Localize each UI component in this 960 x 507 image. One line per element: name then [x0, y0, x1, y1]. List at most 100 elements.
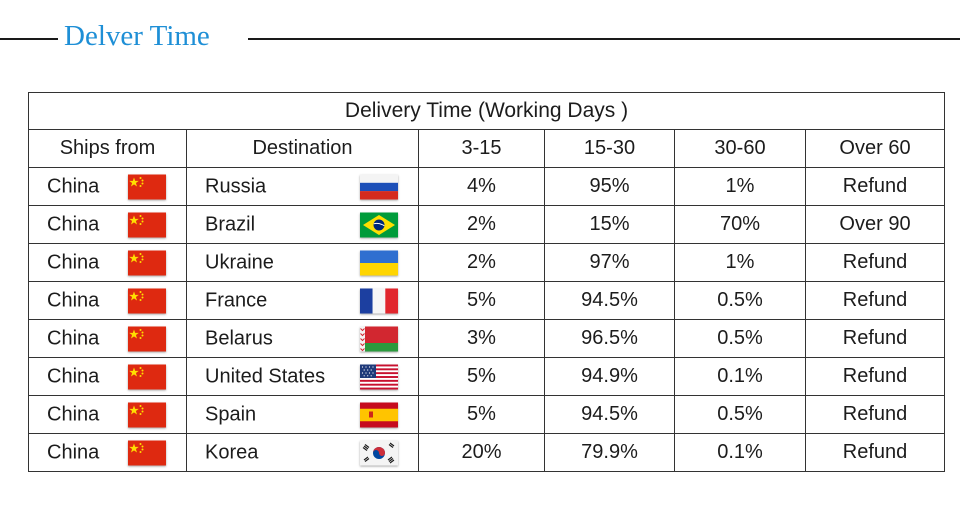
column-header-30-60: 30-60 — [674, 129, 806, 168]
ships-from-cell: China — [28, 433, 187, 472]
china-flag-icon — [128, 440, 166, 465]
pct-3-15-cell: 5% — [418, 395, 545, 434]
pct-30-60-cell: 0.5% — [674, 395, 806, 434]
france-flag-icon — [360, 288, 398, 313]
destination-cell: Korea — [186, 433, 419, 472]
ships-from-cell: China — [28, 357, 187, 396]
ships-from-cell: China — [28, 243, 187, 282]
russia-flag-icon — [360, 174, 398, 199]
pct-3-15-cell: 5% — [418, 357, 545, 396]
destination-cell: Spain — [186, 395, 419, 434]
pct-15-30-cell: 95% — [544, 167, 675, 206]
destination-label: United States — [205, 365, 326, 387]
destination-label: Ukraine — [205, 251, 274, 273]
column-header-ships-from: Ships from — [28, 129, 187, 168]
pct-15-30-cell: 94.5% — [544, 281, 675, 320]
ships-from-label: China — [47, 213, 100, 235]
pct-15-30-cell: 15% — [544, 205, 675, 244]
pct-30-60-cell: 1% — [674, 167, 806, 206]
over-60-cell: Refund — [804, 319, 946, 358]
over-60-cell: Refund — [804, 281, 946, 320]
ships-from-label: China — [47, 441, 100, 463]
over-60-cell: Over 90 — [804, 205, 946, 244]
pct-3-15-cell: 3% — [418, 319, 545, 358]
column-header-over-60: Over 60 — [804, 129, 946, 168]
pct-15-30-cell: 94.5% — [544, 395, 675, 434]
table-caption: Delivery Time (Working Days ) — [27, 92, 946, 130]
destination-label: Russia — [205, 175, 267, 197]
table-header-row: Ships from Destination 3-15 15-30 30-60 … — [28, 129, 946, 168]
ukraine-flag-icon — [360, 250, 398, 275]
destination-cell: Brazil — [186, 205, 419, 244]
destination-label: Belarus — [205, 327, 273, 349]
table-row: China Korea 20% 79.9% 0.1% Refund — [28, 433, 946, 472]
ships-from-label: China — [47, 365, 100, 387]
spain-flag-icon — [360, 402, 398, 427]
pct-3-15-cell: 4% — [418, 167, 545, 206]
destination-label: Brazil — [205, 213, 256, 235]
china-flag-icon — [128, 174, 166, 199]
ships-from-label: China — [47, 327, 100, 349]
column-header-destination: Destination — [186, 129, 419, 168]
pct-3-15-cell: 2% — [418, 205, 545, 244]
pct-15-30-cell: 94.9% — [544, 357, 675, 396]
table-row: China Spain 5% 94.5% 0.5% Refund — [28, 395, 946, 434]
destination-cell: Belarus — [186, 319, 419, 358]
over-60-cell: Refund — [804, 433, 946, 472]
table-row: China Brazil 2% 15% 70% Over 90 — [28, 205, 946, 244]
over-60-cell: Refund — [804, 395, 946, 434]
ships-from-label: China — [47, 251, 100, 273]
pct-30-60-cell: 0.1% — [674, 433, 806, 472]
brazil-flag-icon — [360, 212, 398, 237]
ships-from-cell: China — [28, 395, 187, 434]
pct-30-60-cell: 70% — [674, 205, 806, 244]
destination-cell: France — [186, 281, 419, 320]
header-rule-left — [0, 38, 58, 40]
over-60-cell: Refund — [804, 243, 946, 282]
pct-3-15-cell: 5% — [418, 281, 545, 320]
pct-30-60-cell: 1% — [674, 243, 806, 282]
korea-flag-icon — [360, 440, 398, 465]
column-header-15-30: 15-30 — [544, 129, 675, 168]
ships-from-cell: China — [28, 167, 187, 206]
table-row: China Ukraine 2% 97% 1% Refund — [28, 243, 946, 282]
destination-cell: Russia — [186, 167, 419, 206]
pct-3-15-cell: 20% — [418, 433, 545, 472]
destination-label: Korea — [205, 441, 259, 463]
destination-cell: Ukraine — [186, 243, 419, 282]
pct-30-60-cell: 0.5% — [674, 319, 806, 358]
ships-from-label: China — [47, 175, 100, 197]
section-header: Delver Time — [0, 18, 960, 54]
table-row: China United States 5% 94.9% 0.1% Refund — [28, 357, 946, 396]
united-states-flag-icon — [360, 364, 398, 389]
page-title: Delver Time — [64, 20, 210, 52]
destination-label: France — [205, 289, 268, 311]
ships-from-cell: China — [28, 319, 187, 358]
china-flag-icon — [128, 364, 166, 389]
delivery-time-table: Delivery Time (Working Days ) Ships from… — [27, 92, 946, 472]
pct-15-30-cell: 96.5% — [544, 319, 675, 358]
header-rule-right — [248, 38, 960, 40]
pct-30-60-cell: 0.5% — [674, 281, 806, 320]
over-60-cell: Refund — [804, 167, 946, 206]
china-flag-icon — [128, 402, 166, 427]
destination-cell: United States — [186, 357, 419, 396]
pct-3-15-cell: 2% — [418, 243, 545, 282]
over-60-cell: Refund — [804, 357, 946, 396]
belarus-flag-icon — [360, 326, 398, 351]
table-row: China Belarus 3% 96.5% 0.5% Refund — [28, 319, 946, 358]
pct-30-60-cell: 0.1% — [674, 357, 806, 396]
ships-from-label: China — [47, 403, 100, 425]
table-row: China Russia 4% 95% 1% Refund — [28, 167, 946, 206]
table-row: China France 5% 94.5% 0.5% Refund — [28, 281, 946, 320]
ships-from-cell: China — [28, 281, 187, 320]
pct-15-30-cell: 97% — [544, 243, 675, 282]
ships-from-label: China — [47, 289, 100, 311]
china-flag-icon — [128, 250, 166, 275]
ships-from-cell: China — [28, 205, 187, 244]
china-flag-icon — [128, 326, 166, 351]
pct-15-30-cell: 79.9% — [544, 433, 675, 472]
destination-label: Spain — [205, 403, 257, 425]
china-flag-icon — [128, 288, 166, 313]
column-header-3-15: 3-15 — [418, 129, 545, 168]
